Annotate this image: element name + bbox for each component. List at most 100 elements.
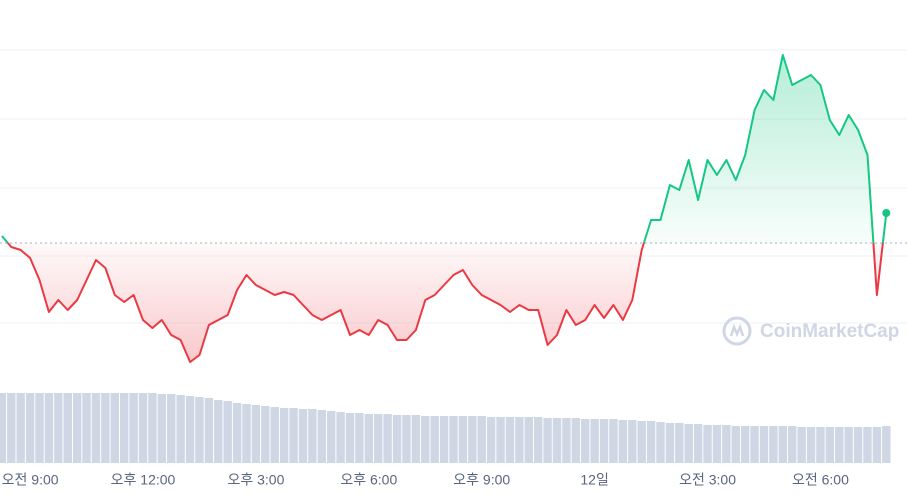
volume-bar [223,401,232,463]
volume-bar [637,421,646,463]
volume-bar [703,425,712,463]
volume-bar [270,407,279,463]
volume-bar [110,393,119,463]
volume-bar [788,426,797,463]
volume-bar [317,410,326,463]
volume-bar [279,408,289,463]
volume-bar [242,404,251,463]
x-tick-label: 오후 12:00 [111,472,176,488]
watermark: CoinMarketCap [760,321,899,342]
volume-bar [458,416,468,463]
volume-bar [533,417,543,463]
volume-bar [392,415,402,463]
volume-bar [618,420,628,463]
volume-bar [543,418,552,463]
volume-bar [232,403,242,463]
volume-bar [863,427,872,463]
volume-bar [552,418,562,463]
volume-bar [872,427,882,463]
last-point [882,209,891,217]
volume-bar [609,419,618,463]
volume-bar [16,393,25,463]
volume-bar [571,418,581,463]
volume-bar [129,393,138,463]
volume-bar [119,393,129,463]
volume-bar [665,423,675,463]
volume-bar [35,393,44,463]
x-tick-label: 오전 6:00 [792,472,849,488]
volume-bar [759,426,769,463]
volume-bar [646,421,656,463]
volume-bar [740,426,750,463]
volume-bar [656,422,665,463]
volume-bar [91,393,101,463]
volume-bar [806,427,816,463]
volume-bar [769,426,778,463]
volume-bar [411,415,421,463]
volume-bar [835,427,844,463]
watermark-logo [722,316,752,346]
area [1,55,887,362]
volume-bar [383,414,392,463]
volume-bar [778,426,788,463]
x-tick-label: 12일 [580,472,608,488]
volume-bar [684,424,693,463]
volume-bar [63,393,72,463]
volume-bar [675,423,684,463]
volume-bar [731,426,740,463]
volume-bar [326,411,336,463]
volume-bar [797,427,806,463]
volume-bar [816,427,825,463]
volume-bar [486,417,496,463]
volume-bar [693,424,703,463]
volume-bar [477,416,486,463]
volume-bar [712,425,722,463]
price-line [1,54,888,363]
volume-bar [853,427,863,463]
volume-bar [439,416,449,463]
volume-bar [214,400,223,463]
volume-bar [54,393,63,463]
volume-bar [599,419,609,463]
volume-bar [185,396,195,463]
volume-bar [524,417,533,463]
volume-bar [825,427,835,463]
volume-bar [251,405,261,463]
volume-bar [750,426,759,463]
volume-bar [101,393,110,463]
volume-bar [157,394,167,463]
volume-bar [25,393,35,463]
volume-bar [628,420,637,463]
volume-bar [7,393,16,463]
volume-bar [44,393,54,463]
x-tick-label: 오전 3:00 [679,472,736,488]
volume-bar [336,412,345,463]
volume-bar [581,419,590,463]
volume-bar [0,393,7,463]
volume-bar [515,417,524,463]
volume-bar [722,425,731,463]
volume-bar [355,413,364,463]
volume-bar [138,393,148,463]
volume-bar [402,415,411,463]
x-tick-label: 오후 9:00 [453,472,510,488]
volume-bar [590,419,599,463]
volume-bar [298,409,308,463]
volume-bar [289,408,298,463]
x-tick-label: 오전 9:00 [2,472,59,488]
volume-bar [82,393,91,463]
volume-bar [374,414,383,463]
volume-bar [308,409,317,463]
volume-bar [882,426,891,463]
volume-bar [496,417,505,463]
x-tick-label: 오후 3:00 [227,472,284,488]
volume-bar [562,418,571,463]
volume-bar [167,394,176,463]
volume-bar [195,397,204,463]
volume-bar [844,427,853,463]
volume-bar [204,398,214,463]
volume-bar [148,393,157,463]
volume-bar [449,416,458,463]
volume-bar [261,406,270,463]
